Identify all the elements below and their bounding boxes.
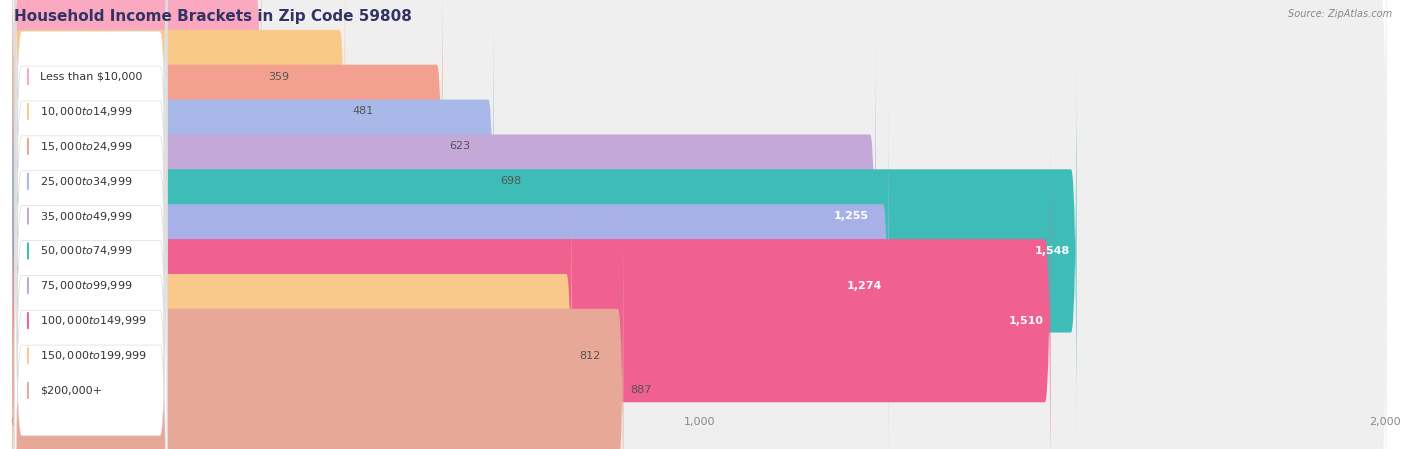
Text: 887: 887 xyxy=(630,385,651,396)
Text: $75,000 to $99,999: $75,000 to $99,999 xyxy=(41,279,132,292)
FancyBboxPatch shape xyxy=(13,0,1386,379)
Text: 481: 481 xyxy=(352,106,373,116)
FancyBboxPatch shape xyxy=(13,0,494,379)
FancyBboxPatch shape xyxy=(13,193,1386,449)
FancyBboxPatch shape xyxy=(13,19,876,414)
FancyBboxPatch shape xyxy=(13,0,1386,274)
Text: Household Income Brackets in Zip Code 59808: Household Income Brackets in Zip Code 59… xyxy=(14,9,412,24)
Text: 812: 812 xyxy=(579,351,600,361)
Text: 359: 359 xyxy=(269,71,290,82)
FancyBboxPatch shape xyxy=(14,17,167,449)
FancyBboxPatch shape xyxy=(14,0,167,449)
FancyBboxPatch shape xyxy=(13,88,889,449)
Text: $50,000 to $74,999: $50,000 to $74,999 xyxy=(41,244,132,257)
FancyBboxPatch shape xyxy=(13,53,1077,448)
Text: 1,274: 1,274 xyxy=(846,281,882,291)
FancyBboxPatch shape xyxy=(13,0,262,274)
Text: $10,000 to $14,999: $10,000 to $14,999 xyxy=(41,105,132,118)
FancyBboxPatch shape xyxy=(14,52,167,449)
FancyBboxPatch shape xyxy=(13,53,1386,448)
FancyBboxPatch shape xyxy=(13,0,1386,309)
FancyBboxPatch shape xyxy=(14,0,167,415)
FancyBboxPatch shape xyxy=(13,158,1386,449)
FancyBboxPatch shape xyxy=(13,0,443,343)
FancyBboxPatch shape xyxy=(13,0,344,309)
Text: $100,000 to $149,999: $100,000 to $149,999 xyxy=(41,314,146,327)
Text: $200,000+: $200,000+ xyxy=(41,385,103,396)
FancyBboxPatch shape xyxy=(14,0,167,449)
FancyBboxPatch shape xyxy=(13,0,1386,343)
Text: 1,548: 1,548 xyxy=(1035,246,1070,256)
Text: Less than $10,000: Less than $10,000 xyxy=(41,71,142,82)
Text: $15,000 to $24,999: $15,000 to $24,999 xyxy=(41,140,132,153)
FancyBboxPatch shape xyxy=(13,19,1386,414)
Text: 698: 698 xyxy=(501,176,522,186)
FancyBboxPatch shape xyxy=(13,88,1386,449)
FancyBboxPatch shape xyxy=(13,123,1050,449)
FancyBboxPatch shape xyxy=(13,158,572,449)
Text: Source: ZipAtlas.com: Source: ZipAtlas.com xyxy=(1288,9,1392,19)
FancyBboxPatch shape xyxy=(14,87,167,449)
FancyBboxPatch shape xyxy=(14,0,167,449)
Text: 623: 623 xyxy=(450,141,471,151)
Text: 1,510: 1,510 xyxy=(1008,316,1043,326)
Text: $25,000 to $34,999: $25,000 to $34,999 xyxy=(41,175,132,188)
FancyBboxPatch shape xyxy=(13,193,623,449)
FancyBboxPatch shape xyxy=(14,0,167,380)
Text: 1,255: 1,255 xyxy=(834,211,869,221)
FancyBboxPatch shape xyxy=(13,123,1386,449)
FancyBboxPatch shape xyxy=(14,0,167,449)
FancyBboxPatch shape xyxy=(14,0,167,449)
Text: $150,000 to $199,999: $150,000 to $199,999 xyxy=(41,349,146,362)
Text: $35,000 to $49,999: $35,000 to $49,999 xyxy=(41,210,132,223)
